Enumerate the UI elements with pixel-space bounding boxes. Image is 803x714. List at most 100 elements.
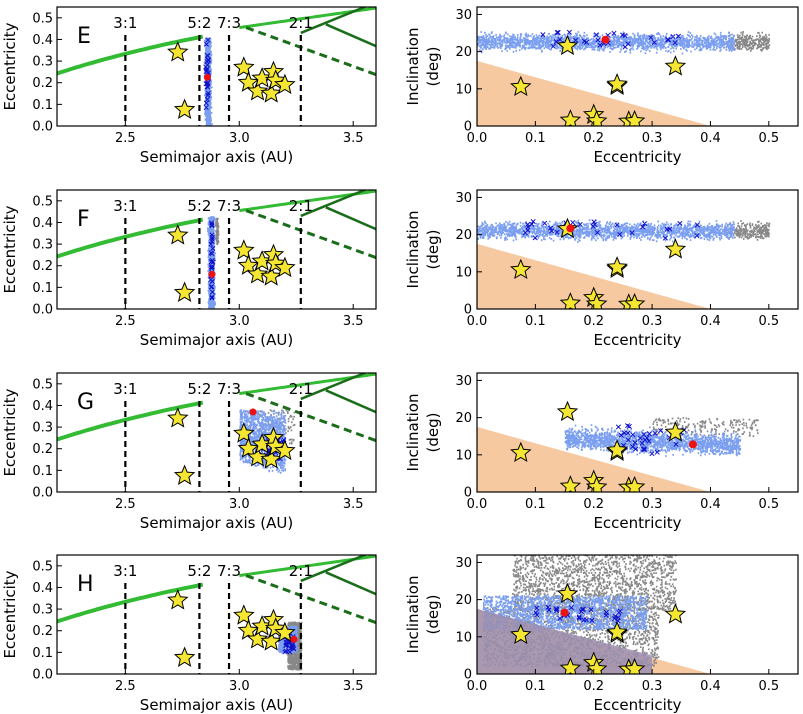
right-axes-frame xyxy=(476,6,799,127)
star-left-9 xyxy=(274,256,296,278)
star-left-8 xyxy=(264,435,287,456)
right-xtick-2: 0.2 xyxy=(583,497,604,512)
star-right-2 xyxy=(559,109,582,126)
star-left-4 xyxy=(246,263,269,284)
star-left-0 xyxy=(167,224,189,245)
star-left-1 xyxy=(173,281,196,302)
left-ytick-4: 0.4 xyxy=(32,216,53,231)
stability-dashed-line xyxy=(245,209,376,260)
jupiter-crossing-line-2 xyxy=(325,571,376,596)
right-xtick-2: 0.2 xyxy=(583,314,604,329)
star-left-9 xyxy=(274,621,296,643)
jupiter-crossing-line-2 xyxy=(325,206,376,231)
left-panel-F: 3:1 5:2 7:3 2:1 F 2.5 3.0 3.5 0.0 0.1 0.2 0.3 0.4 0.5… xyxy=(1,189,377,349)
star-left-4 xyxy=(246,80,269,101)
left-ytick-5: 0.5 xyxy=(32,11,53,26)
resonance-label-0: 3:1 xyxy=(113,197,137,215)
left-ytick-5: 0.5 xyxy=(32,559,53,574)
star-left-0 xyxy=(167,407,189,428)
star-left-6 xyxy=(260,448,282,469)
right-axes-frame xyxy=(476,189,799,310)
left-ylabel: Eccentricity xyxy=(1,388,19,476)
left-xtick-0: 2.5 xyxy=(115,314,136,329)
low-inclination-region xyxy=(477,426,711,492)
low-inclination-region xyxy=(477,60,711,126)
left-ylabel: Eccentricity xyxy=(1,22,19,110)
star-right-2 xyxy=(559,657,582,674)
left-axes-frame xyxy=(56,6,377,127)
left-ylabel: Eccentricity xyxy=(1,205,19,293)
right-xtick-4: 0.4 xyxy=(700,314,721,329)
red-dot-right xyxy=(601,35,610,44)
jupiter-crossing-line xyxy=(300,190,368,218)
right-ytick-2: 20 xyxy=(455,228,472,243)
star-right-0 xyxy=(510,441,532,463)
low-inclination-region xyxy=(477,243,711,309)
left-ytick-5: 0.5 xyxy=(32,194,53,209)
star-left-9 xyxy=(274,439,296,461)
star-right-6 xyxy=(606,256,628,277)
left-xtick-0: 2.5 xyxy=(115,131,136,146)
star-left-2 xyxy=(233,56,255,77)
star-right-0 xyxy=(510,623,532,645)
star-left-1 xyxy=(173,646,196,667)
right-xtick-3: 0.3 xyxy=(642,679,663,694)
right-ytick-2: 20 xyxy=(455,593,472,608)
left-xtick-2: 3.5 xyxy=(343,497,364,512)
right-xtick-1: 0.1 xyxy=(525,131,546,146)
resonance-label-2: 7:3 xyxy=(217,197,241,215)
panel-letter-G: G xyxy=(77,390,94,415)
resonance-label-1: 5:2 xyxy=(187,380,211,398)
right-ytick-3: 30 xyxy=(455,8,472,23)
star-left-2 xyxy=(233,604,255,625)
right-ytick-1: 10 xyxy=(455,265,472,280)
left-xtick-1: 3.0 xyxy=(229,679,250,694)
red-dot-left xyxy=(208,270,216,278)
particles-gray xyxy=(214,217,220,245)
right-axes-frame xyxy=(476,372,799,493)
left-ylabel: Eccentricity xyxy=(1,570,19,658)
right-ylabel-1: Inclination xyxy=(404,211,422,289)
right-xtick-0: 0.0 xyxy=(467,314,488,329)
star-left-8 xyxy=(264,617,287,638)
right-xtick-1: 0.1 xyxy=(525,497,546,512)
star-right-9 xyxy=(664,421,687,442)
resonance-label-1: 5:2 xyxy=(187,197,211,215)
star-left-0 xyxy=(167,41,189,62)
right-xtick-0: 0.0 xyxy=(467,679,488,694)
left-ytick-5: 0.5 xyxy=(32,377,53,392)
resonance-label-0: 3:1 xyxy=(113,562,137,580)
mars-crossing-curve xyxy=(57,400,204,442)
stability-dashed-line xyxy=(245,26,376,77)
left-ytick-1: 0.1 xyxy=(32,281,53,296)
right-xtick-4: 0.4 xyxy=(700,679,721,694)
left-xtick-1: 3.0 xyxy=(229,131,250,146)
left-ytick-0: 0.0 xyxy=(32,668,53,683)
left-ytick-3: 0.3 xyxy=(32,603,53,618)
star-left-1 xyxy=(173,464,196,485)
right-xlabel: Eccentricity xyxy=(593,148,681,166)
right-xtick-4: 0.4 xyxy=(700,131,721,146)
left-ytick-4: 0.4 xyxy=(32,399,53,414)
star-left-3 xyxy=(237,254,260,275)
resonance-label-1: 5:2 xyxy=(187,562,211,580)
resonance-label-1: 5:2 xyxy=(187,14,211,32)
star-right-9 xyxy=(664,238,687,259)
panel-letter-H: H xyxy=(77,572,94,597)
star-left-2 xyxy=(233,422,255,443)
star-right-1 xyxy=(556,582,579,604)
star-left-3 xyxy=(237,71,260,92)
stability-dashed-line xyxy=(245,574,376,625)
mars-crossing-curve xyxy=(57,582,204,624)
left-ytick-2: 0.2 xyxy=(32,259,53,274)
left-xtick-1: 3.0 xyxy=(229,497,250,512)
right-xtick-0: 0.0 xyxy=(467,131,488,146)
left-xlabel: Semimajor axis (AU) xyxy=(140,696,293,714)
left-xtick-0: 2.5 xyxy=(115,497,136,512)
right-ylabel-1: Inclination xyxy=(404,28,422,106)
right-ytick-3: 30 xyxy=(455,556,472,571)
right-xtick-2: 0.2 xyxy=(583,679,604,694)
resonance-label-0: 3:1 xyxy=(113,380,137,398)
right-xtick-5: 0.5 xyxy=(758,131,779,146)
